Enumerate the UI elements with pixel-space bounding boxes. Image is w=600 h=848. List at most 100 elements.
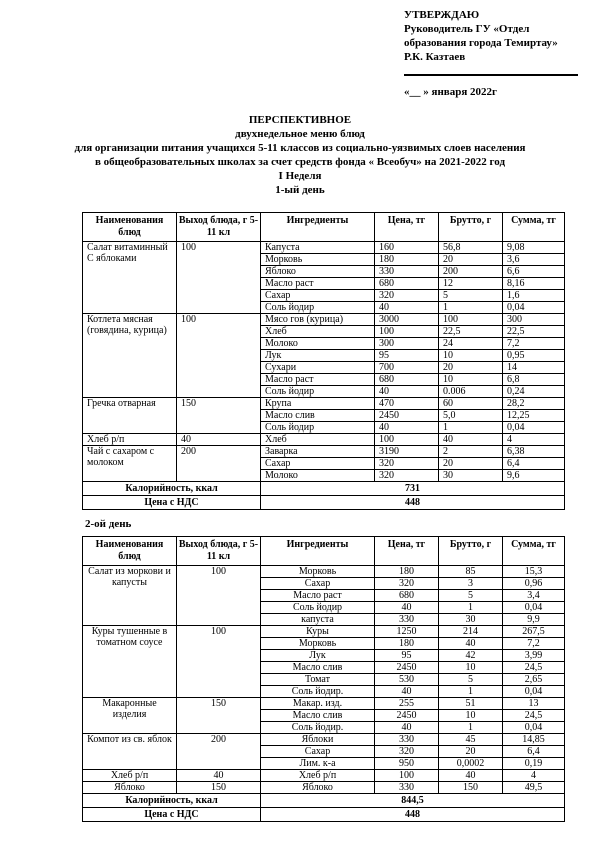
ingredient-cell: Масло слив — [260, 409, 375, 422]
brutto-cell: 56,8 — [438, 241, 503, 254]
week-label: I Неделя — [278, 170, 322, 182]
sum-cell: 6,4 — [502, 745, 565, 758]
ingredient-row: Хлеб р/п 40 Хлеб 100 40 4 — [82, 433, 565, 446]
brutto-cell: 200 — [438, 265, 503, 278]
dish-name-cell: Макаронные изделия — [82, 697, 177, 734]
column-header: Брутто, г — [438, 536, 503, 566]
brutto-cell: 1 — [438, 301, 503, 314]
summary-row: Калорийность, ккал 731 — [82, 481, 565, 496]
price-cell: 3000 — [374, 313, 439, 326]
price-cell: 300 — [374, 337, 439, 350]
dish-yield-cell: 100 — [176, 241, 261, 314]
ingredient-cell: Макар. изд. — [260, 697, 375, 710]
ingredient-cell: Морковь — [260, 637, 375, 650]
sum-cell: 267,5 — [502, 625, 565, 638]
sum-cell: 9,9 — [502, 613, 565, 626]
brutto-cell: 1 — [438, 721, 503, 734]
price-cell: 180 — [374, 637, 439, 650]
ingredient-cell: Сахар — [260, 577, 375, 590]
column-header: Наименования блюд — [82, 212, 177, 242]
brutto-cell: 20 — [438, 745, 503, 758]
sum-cell: 8,16 — [502, 277, 565, 290]
ingredient-row: Масло раст 680 5 3,4 — [83, 589, 565, 602]
summary-row: Цена с НДС 448 — [82, 807, 565, 822]
ingredient-row: Сахар 320 3 0,96 — [83, 577, 565, 590]
signature-line — [404, 64, 578, 76]
sum-cell: 12,25 — [502, 409, 565, 422]
ingredient-cell: Лук — [260, 349, 375, 362]
brutto-cell: 42 — [438, 649, 503, 662]
sum-cell: 3,4 — [502, 589, 565, 602]
ingredient-row: Масло раст 680 10 6,8 — [83, 373, 565, 386]
sum-cell: 7,2 — [502, 637, 565, 650]
dish-name-cell: Куры тушенные в томатном соусе — [82, 625, 177, 698]
title-line: двухнедельное меню блюд — [235, 128, 365, 140]
price-cell: 470 — [374, 397, 439, 410]
brutto-cell: 10 — [438, 709, 503, 722]
brutto-cell: 20 — [438, 253, 503, 266]
column-header: Выход блюда, г 5-11 кл — [176, 212, 261, 242]
brutto-cell: 85 — [438, 565, 503, 578]
brutto-cell: 1 — [438, 421, 503, 434]
price-cell: 3190 — [374, 445, 439, 458]
brutto-cell: 5,0 — [438, 409, 503, 422]
sum-cell: 6,6 — [502, 265, 565, 278]
ingredient-row: Соль йодир 40 1 0,04 — [83, 301, 565, 314]
price-cell: 320 — [374, 745, 439, 758]
ingredient-row: Гречка отварная 150 Крупа 470 60 28,2 — [82, 397, 565, 434]
brutto-cell: 214 — [438, 625, 503, 638]
ingredient-cell: Крупа — [260, 397, 375, 410]
approver-name: Р.К. Казтаев — [404, 51, 466, 63]
summary-label-cell: Калорийность, ккал — [82, 481, 261, 496]
day1-menu-table: Наименования блюд Выход блюда, г 5-11 кл И… — [82, 212, 565, 510]
ingredient-cell: Масло раст — [260, 589, 375, 602]
ingredient-cell: Лук — [260, 649, 375, 662]
sum-cell: 49,5 — [502, 781, 565, 794]
dish-yield-cell: 200 — [176, 733, 261, 770]
price-cell: 40 — [374, 421, 439, 434]
brutto-cell: 20 — [438, 361, 503, 374]
ingredient-cell: Яблоки — [260, 733, 375, 746]
summary-row: Калорийность, ккал 844,5 — [82, 793, 565, 808]
ingredient-cell: Хлеб — [260, 325, 375, 338]
brutto-cell: 0.006 — [438, 385, 503, 398]
price-cell: 680 — [374, 277, 439, 290]
ingredient-row: Котлета мясная (говядина, курица) 100 Мясо… — [82, 313, 565, 398]
price-cell: 40 — [374, 601, 439, 614]
approval-line: Руководитель ГУ «Отдел — [404, 23, 530, 35]
ingredient-cell: капуста — [260, 613, 375, 626]
price-cell: 40 — [374, 685, 439, 698]
sum-cell: 0,04 — [502, 301, 565, 314]
ingredient-cell: Соль йодир — [260, 421, 375, 434]
ingredient-row: Чай с сахаром с молоком 200 Заварка 3190 2 6,… — [82, 445, 565, 482]
price-cell: 330 — [374, 265, 439, 278]
column-header: Цена, тг — [374, 212, 439, 242]
price-cell: 1250 — [374, 625, 439, 638]
header-row: Наименования блюд Выход блюда, г 5-11 кл И… — [82, 212, 565, 242]
sum-cell: 0,24 — [502, 385, 565, 398]
sum-cell: 7,2 — [502, 337, 565, 350]
dish-name-cell: Компот из св. яблок — [82, 733, 177, 770]
dish-name-cell: Хлеб р/п — [82, 433, 177, 446]
ingredient-cell: Томат — [260, 673, 375, 686]
price-cell: 100 — [374, 769, 439, 782]
price-cell: 2450 — [374, 409, 439, 422]
ingredient-cell: Соль йодир — [260, 301, 375, 314]
ingredient-cell: Сахар — [260, 289, 375, 302]
ingredient-row: Компот из св. яблок 200 Яблоки 330 45 14,85 — [82, 733, 565, 770]
dish-yield-cell: 40 — [176, 433, 261, 446]
column-header: Сумма, тг — [502, 536, 565, 566]
price-cell: 40 — [374, 721, 439, 734]
ingredient-row: Хлеб р/п 40 Хлеб р/п 100 40 4 — [82, 769, 565, 782]
sum-cell: 14 — [502, 361, 565, 374]
sum-cell: 6,38 — [502, 445, 565, 458]
brutto-cell: 10 — [438, 349, 503, 362]
menu-table-day1: Наименования блюд Выход блюда, г 5-11 кл И… — [82, 212, 565, 510]
ingredient-row: Масло слив 2450 10 24,5 — [83, 661, 565, 674]
brutto-cell: 1 — [438, 601, 503, 614]
sum-cell: 4 — [502, 433, 565, 446]
ingredient-cell: Масло раст — [260, 277, 375, 290]
dish-name-cell: Чай с сахаром с молоком — [82, 445, 177, 482]
approval-date: «__ » января 2022г — [404, 86, 498, 98]
sum-cell: 300 — [502, 313, 565, 326]
